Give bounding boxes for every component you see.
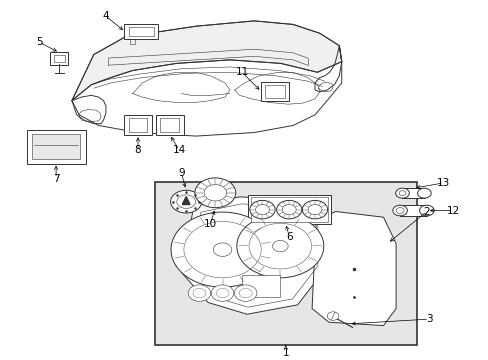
FancyBboxPatch shape — [260, 82, 288, 102]
Text: 7: 7 — [53, 174, 59, 184]
FancyBboxPatch shape — [264, 85, 285, 98]
Polygon shape — [72, 21, 341, 101]
FancyBboxPatch shape — [250, 197, 327, 222]
Text: 1: 1 — [282, 348, 288, 358]
FancyBboxPatch shape — [32, 134, 80, 159]
Text: 11: 11 — [235, 67, 248, 77]
Text: 2: 2 — [423, 207, 429, 216]
Bar — [154, 182, 416, 345]
Circle shape — [234, 285, 256, 301]
Circle shape — [249, 201, 275, 219]
FancyBboxPatch shape — [123, 115, 152, 135]
Text: 4: 4 — [102, 11, 109, 21]
Text: 13: 13 — [436, 178, 449, 188]
FancyBboxPatch shape — [401, 188, 424, 198]
Circle shape — [211, 285, 233, 301]
Circle shape — [392, 205, 407, 216]
Text: 8: 8 — [134, 145, 141, 155]
Circle shape — [171, 212, 273, 287]
Circle shape — [276, 201, 301, 219]
FancyBboxPatch shape — [241, 275, 279, 297]
Circle shape — [188, 285, 210, 301]
FancyBboxPatch shape — [399, 205, 427, 216]
Circle shape — [302, 201, 327, 219]
Text: 6: 6 — [285, 232, 292, 242]
Circle shape — [236, 215, 323, 278]
Text: 3: 3 — [425, 314, 432, 324]
Circle shape — [326, 312, 338, 320]
FancyBboxPatch shape — [27, 130, 85, 164]
Circle shape — [417, 188, 430, 198]
Polygon shape — [311, 212, 395, 326]
Text: 10: 10 — [203, 219, 217, 229]
Polygon shape — [182, 197, 326, 314]
FancyBboxPatch shape — [50, 52, 68, 65]
Circle shape — [419, 205, 433, 216]
FancyBboxPatch shape — [128, 27, 153, 36]
FancyBboxPatch shape — [160, 118, 179, 132]
Text: 14: 14 — [172, 145, 185, 155]
Text: 12: 12 — [446, 206, 459, 216]
FancyBboxPatch shape — [128, 118, 147, 132]
Circle shape — [195, 178, 235, 208]
Polygon shape — [182, 197, 190, 204]
FancyBboxPatch shape — [155, 115, 183, 135]
Circle shape — [170, 190, 201, 213]
Text: 5: 5 — [36, 37, 42, 47]
FancyBboxPatch shape — [247, 195, 330, 224]
FancyBboxPatch shape — [54, 55, 64, 62]
FancyBboxPatch shape — [124, 24, 158, 39]
Circle shape — [395, 188, 408, 198]
Text: 9: 9 — [178, 168, 184, 177]
